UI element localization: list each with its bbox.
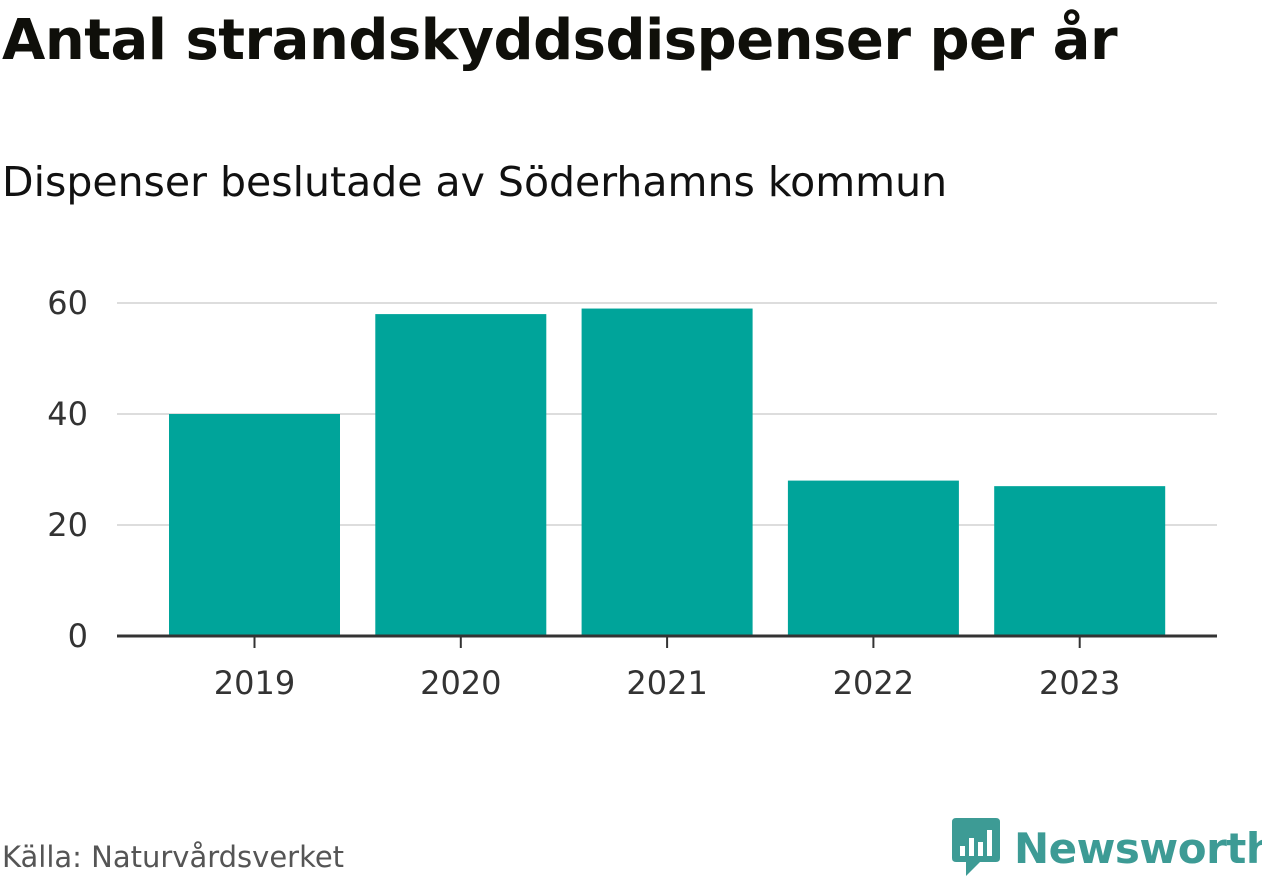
newsworthy-logo-icon [952, 818, 1000, 876]
brand-logo: Newsworthy [952, 818, 1262, 878]
brand-name: Newsworthy [1014, 823, 1262, 873]
y-tick-label-0: 0 [68, 617, 88, 655]
bars [169, 308, 1166, 636]
chart-title: Antal strandskyddsdispenser per år [2, 8, 1118, 73]
x-tick-label-2021: 2021 [626, 664, 707, 702]
source-note: Källa: Naturvårdsverket [2, 840, 345, 874]
bar-2021 [581, 308, 753, 636]
bar-2019 [169, 414, 340, 636]
chart-subtitle: Dispenser beslutade av Söderhamns kommun [2, 158, 948, 206]
x-tick-label-2019: 2019 [214, 664, 295, 702]
x-tick-label-2020: 2020 [420, 664, 501, 702]
y-tick-label-40: 40 [47, 395, 88, 433]
x-tick-label-2023: 2023 [1039, 664, 1120, 702]
x-tick-label-2022: 2022 [833, 664, 914, 702]
bar-2023 [994, 486, 1166, 636]
bar-2020 [375, 314, 547, 636]
axes [117, 634, 1217, 648]
tick-labels: 0 20 40 60 2019 2020 2021 2022 2023 [47, 284, 1120, 702]
y-tick-label-60: 60 [47, 284, 88, 322]
bar-2022 [787, 480, 959, 636]
y-tick-label-20: 20 [47, 506, 88, 544]
